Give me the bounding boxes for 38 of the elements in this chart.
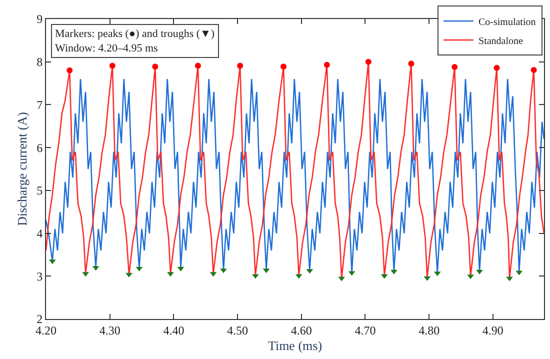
y-tick-label: 6 — [36, 140, 43, 155]
legend-label: Standalone — [478, 36, 524, 47]
x-tick-label: 4.50 — [227, 323, 248, 338]
y-tick-label: 3 — [36, 269, 43, 284]
point — [390, 270, 398, 274]
point — [452, 64, 458, 70]
annotation: Window: 4.20–4.95 ms — [55, 42, 158, 54]
point — [126, 272, 132, 278]
y-tick-label: 5 — [36, 184, 43, 198]
y-tick-label: 9 — [36, 12, 43, 26]
point — [109, 62, 116, 69]
point — [408, 60, 414, 67]
point — [530, 67, 537, 73]
point — [167, 272, 174, 277]
point — [506, 276, 513, 282]
point — [194, 62, 201, 69]
point — [220, 268, 227, 274]
point — [152, 64, 158, 70]
y-tick-label: 4 — [36, 226, 43, 240]
point — [324, 62, 330, 68]
x-tick-label: 4.40 — [163, 323, 184, 338]
point — [365, 58, 372, 65]
legend-label: Co-simulation — [478, 16, 536, 28]
x-tick-label: 4.80 — [418, 323, 440, 338]
point — [494, 64, 500, 71]
point — [237, 62, 244, 69]
point — [280, 64, 287, 70]
y-tick-label: 7 — [36, 98, 43, 112]
y-axis-title: Discharge current (A) — [14, 112, 30, 226]
point — [66, 67, 73, 74]
point — [476, 270, 483, 274]
x-tick-label: 4.60 — [290, 323, 312, 338]
annotation: Markers: peaks (●) and troughs (▼) — [55, 28, 215, 40]
x-tick-label: 4.90 — [482, 323, 504, 338]
x-tick-label: 4.30 — [99, 323, 120, 338]
x-axis-title: Time (ms) — [268, 338, 322, 353]
y-tick-label: 8 — [36, 55, 43, 70]
x-tick-label: 4.70 — [354, 323, 376, 338]
